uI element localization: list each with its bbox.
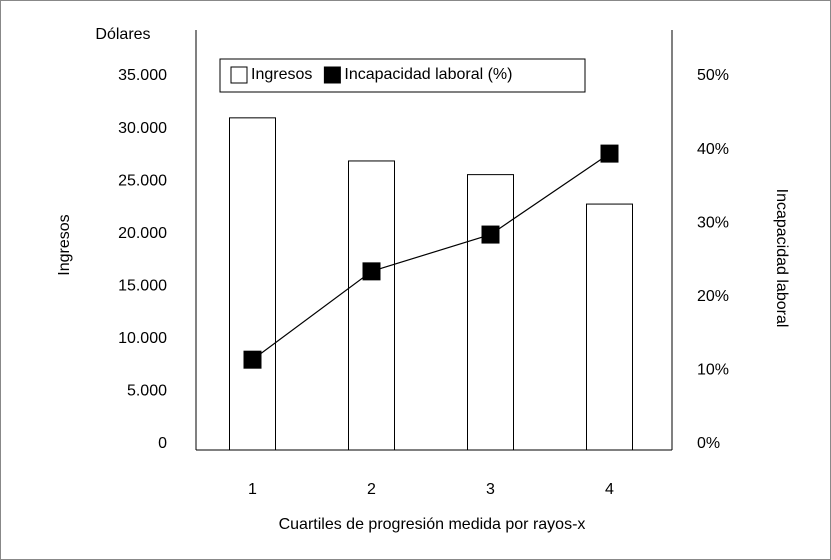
x-tick-label: 3 — [486, 481, 495, 498]
bar — [348, 160, 395, 451]
marker — [600, 144, 619, 163]
legend-box — [219, 58, 586, 93]
y2-tick-label: 10% — [697, 362, 729, 379]
bar — [467, 174, 514, 451]
x-tick-label: 4 — [605, 481, 614, 498]
marker — [243, 350, 262, 369]
y-tick-label: 25.000 — [118, 172, 167, 189]
y-tick-label: 35.000 — [118, 67, 167, 84]
marker — [481, 225, 500, 244]
x-tick-label: 1 — [248, 481, 257, 498]
y-tick-label: 5.000 — [127, 383, 167, 400]
x-tick-label: 2 — [367, 481, 376, 498]
y-tick-label: 10.000 — [118, 330, 167, 347]
marker — [362, 262, 381, 281]
y2-tick-label: 40% — [697, 141, 729, 158]
y2-tick-label: 30% — [697, 214, 729, 231]
bar — [586, 203, 633, 451]
y-axis-title: Ingresos — [56, 214, 73, 275]
y2-tick-label: 20% — [697, 288, 729, 305]
y-tick-label: 20.000 — [118, 225, 167, 242]
y-unit-label: Dólares — [95, 26, 150, 43]
legend-label: Incapacidad laboral (%) — [344, 66, 512, 83]
y-tick-label: 15.000 — [118, 278, 167, 295]
legend-swatch — [323, 66, 341, 84]
line — [252, 153, 610, 361]
y2-axis-title: Incapacidad laboral — [773, 189, 790, 328]
y2-tick-label: 0% — [697, 435, 720, 452]
y-tick-label: 0 — [158, 435, 167, 452]
legend-label: Ingresos — [251, 66, 312, 83]
bar — [229, 117, 276, 451]
y2-tick-label: 50% — [697, 67, 729, 84]
x-axis-title: Cuartiles de progresión medida por rayos… — [279, 516, 586, 533]
legend-swatch — [230, 66, 248, 84]
y-tick-label: 30.000 — [118, 120, 167, 137]
